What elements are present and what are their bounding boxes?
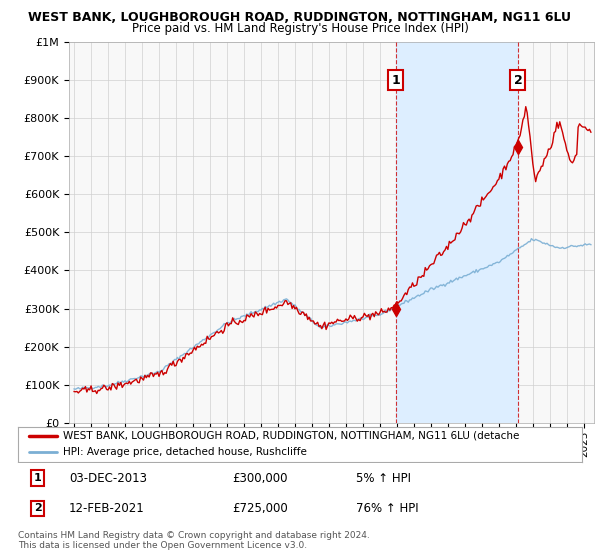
Text: 1: 1 bbox=[391, 73, 400, 87]
Text: Price paid vs. HM Land Registry's House Price Index (HPI): Price paid vs. HM Land Registry's House … bbox=[131, 22, 469, 35]
Text: 03-DEC-2013: 03-DEC-2013 bbox=[69, 472, 147, 485]
Text: HPI: Average price, detached house, Rushcliffe: HPI: Average price, detached house, Rush… bbox=[63, 447, 307, 458]
Text: 76% ↑ HPI: 76% ↑ HPI bbox=[356, 502, 419, 515]
Text: £725,000: £725,000 bbox=[232, 502, 288, 515]
Text: Contains HM Land Registry data © Crown copyright and database right 2024.: Contains HM Land Registry data © Crown c… bbox=[18, 531, 370, 540]
Text: 2: 2 bbox=[34, 503, 41, 514]
Text: WEST BANK, LOUGHBOROUGH ROAD, RUDDINGTON, NOTTINGHAM, NG11 6LU: WEST BANK, LOUGHBOROUGH ROAD, RUDDINGTON… bbox=[29, 11, 571, 24]
Text: 2: 2 bbox=[514, 73, 522, 87]
Text: This data is licensed under the Open Government Licence v3.0.: This data is licensed under the Open Gov… bbox=[18, 541, 307, 550]
Text: £300,000: £300,000 bbox=[232, 472, 288, 485]
Bar bbox=[395, 42, 518, 423]
Text: WEST BANK, LOUGHBOROUGH ROAD, RUDDINGTON, NOTTINGHAM, NG11 6LU (detache: WEST BANK, LOUGHBOROUGH ROAD, RUDDINGTON… bbox=[63, 431, 520, 441]
Text: 5% ↑ HPI: 5% ↑ HPI bbox=[356, 472, 412, 485]
Text: 12-FEB-2021: 12-FEB-2021 bbox=[69, 502, 145, 515]
Text: 1: 1 bbox=[34, 473, 41, 483]
